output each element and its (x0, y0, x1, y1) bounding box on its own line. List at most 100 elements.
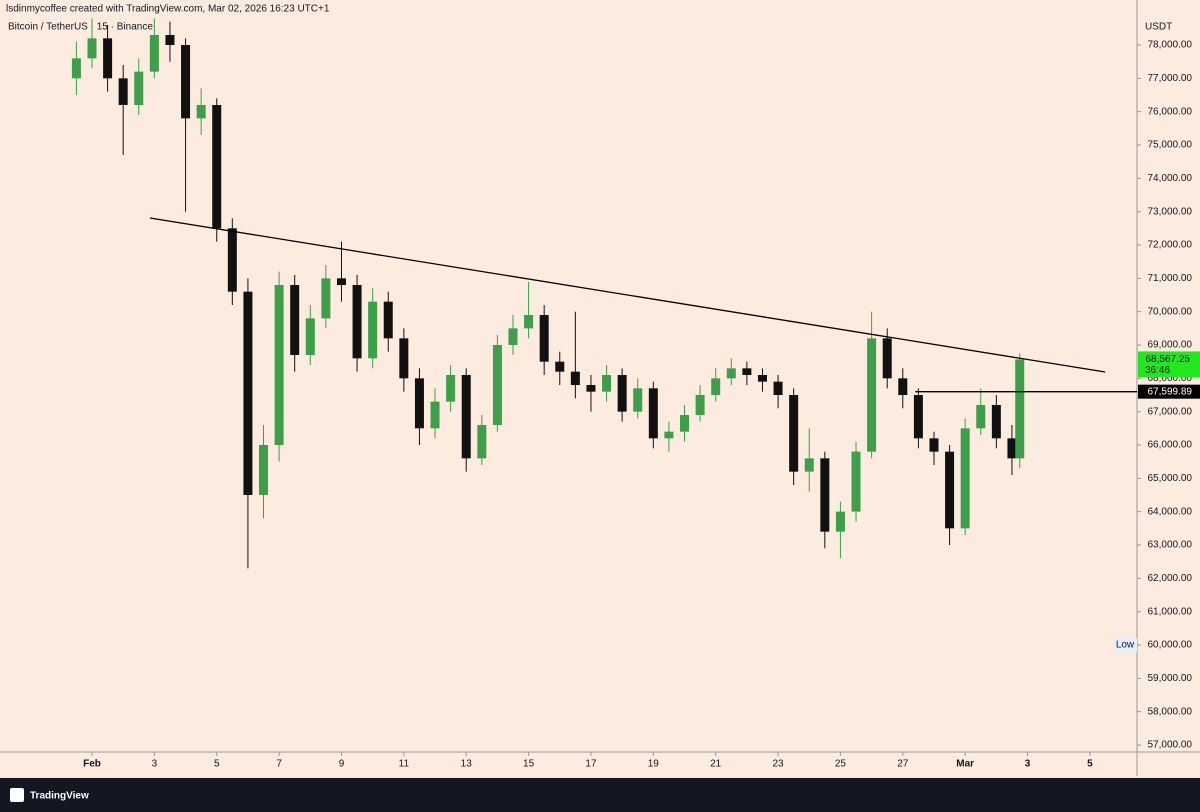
candle-body (305, 318, 315, 355)
candle-body (633, 388, 643, 412)
candle-body (1015, 359, 1025, 459)
y-tick-label: 77,000.00 (1148, 73, 1193, 84)
last-price-label: 68,567.25 (1146, 354, 1191, 365)
last-price-box (1138, 351, 1200, 378)
y-tick-label: 63,000.00 (1148, 540, 1193, 551)
candle-body (539, 315, 549, 362)
candle-body (87, 38, 97, 59)
hline-label-box (1138, 384, 1200, 399)
candle-body (524, 315, 534, 329)
candle-body (945, 451, 955, 529)
y-tick-label: 62,000.00 (1148, 573, 1193, 584)
y-tick-label: 70,000.00 (1148, 306, 1193, 317)
candle-body (259, 445, 269, 495)
candle-body (1007, 438, 1017, 459)
brand-logo (10, 788, 24, 802)
candle-body (711, 378, 721, 395)
candle-body (383, 301, 393, 339)
candle-body (181, 45, 191, 119)
candle-body (149, 35, 159, 72)
y-tick-label: 61,000.00 (1148, 606, 1193, 617)
y-tick-label: 73,000.00 (1148, 206, 1193, 217)
brand-text: TradingView (30, 791, 89, 802)
candle-body (680, 415, 690, 432)
low-marker-label: Low (1116, 640, 1135, 651)
candle-body (820, 458, 830, 532)
y-tick-label: 58,000.00 (1148, 706, 1193, 717)
candle-body (399, 338, 409, 379)
candle-body (414, 378, 424, 429)
candle-body (368, 301, 378, 359)
y-tick-label: 67,000.00 (1148, 406, 1193, 417)
y-tick-label: 59,000.00 (1148, 673, 1193, 684)
candle-body (134, 71, 144, 105)
y-tick-label: 66,000.00 (1148, 440, 1193, 451)
x-tick-label: 19 (648, 759, 660, 770)
x-tick-label: 5 (1087, 759, 1093, 770)
x-tick-label: 17 (585, 759, 597, 770)
candle-body (882, 338, 892, 379)
candle-body (929, 438, 939, 452)
y-tick-label: 65,000.00 (1148, 473, 1193, 484)
candle-body (321, 278, 331, 319)
x-tick-label: 15 (523, 759, 535, 770)
candle-body (196, 105, 206, 119)
x-tick-label: 3 (1025, 759, 1031, 770)
candle-body (991, 405, 1001, 439)
candle-body (804, 458, 814, 472)
candle-body (757, 375, 767, 382)
y-tick-label: 71,000.00 (1148, 273, 1193, 284)
candle-body (586, 385, 596, 392)
y-tick-label: 57,000.00 (1148, 740, 1193, 751)
x-tick-label: 27 (897, 759, 909, 770)
candle-body (835, 511, 845, 532)
x-tick-label: 9 (339, 759, 345, 770)
y-tick-label: 60,000.00 (1148, 640, 1193, 651)
countdown-label: 36:46 (1145, 365, 1170, 376)
low-marker-box (1113, 638, 1137, 652)
candle-body (664, 431, 674, 439)
candle-body (290, 285, 300, 355)
footer-bar (0, 778, 1200, 812)
candle-body (602, 375, 612, 392)
x-tick-label: Feb (83, 759, 101, 770)
y-tick-label: 75,000.00 (1148, 140, 1193, 151)
candle-body (570, 371, 580, 385)
candle-body (461, 375, 471, 459)
candle-body (617, 375, 627, 412)
candle-body (555, 361, 565, 372)
y-tick-label: 74,000.00 (1148, 173, 1193, 184)
candle-body (648, 388, 658, 439)
x-tick-label: 11 (399, 759, 410, 770)
candle-body (695, 395, 705, 415)
candle-body (274, 285, 284, 445)
y-tick-label: 69,000.00 (1148, 340, 1193, 351)
candle-body (508, 328, 518, 345)
symbol-text: Bitcoin / TetherUS · 15 · Binance (8, 22, 153, 33)
x-tick-label: 21 (710, 759, 722, 770)
candle-body (336, 278, 346, 285)
candle-body (243, 291, 253, 495)
candle-body (742, 368, 752, 375)
y-tick-label: 68,000.00 (1148, 373, 1193, 384)
x-tick-label: 3 (152, 759, 158, 770)
y-tick-label: 64,000.00 (1148, 506, 1193, 517)
y-tick-label: 78,000.00 (1148, 40, 1193, 51)
candle-body (71, 58, 81, 79)
candle-body (851, 451, 861, 512)
candle-body (789, 395, 799, 472)
y-tick-label: 72,000.00 (1148, 240, 1193, 251)
candle-body (446, 375, 456, 402)
candle-body (492, 345, 502, 425)
candle-body (352, 285, 362, 359)
candle-body (867, 338, 877, 452)
trendline (149, 217, 1106, 373)
x-tick-label: 13 (461, 759, 473, 770)
currency-text: USDT (1145, 22, 1172, 33)
candle-body (976, 405, 986, 429)
candle-body (212, 105, 222, 229)
x-tick-label: 5 (214, 759, 220, 770)
hline-label: 67,599.89 (1148, 386, 1193, 397)
